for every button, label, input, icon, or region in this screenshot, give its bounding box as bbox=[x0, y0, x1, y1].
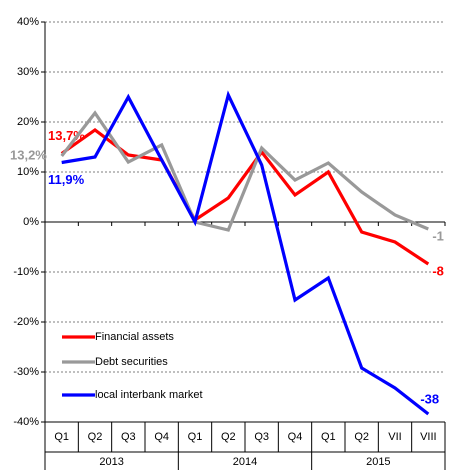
data-label: -8 bbox=[432, 263, 444, 278]
x-tick-label: Q3 bbox=[121, 431, 136, 443]
x-group-label: 2014 bbox=[233, 456, 257, 468]
series-line bbox=[61, 90, 430, 416]
y-tick-label: -20% bbox=[13, 316, 39, 328]
x-tick-label: Q4 bbox=[154, 431, 169, 443]
y-tick-label: 0% bbox=[23, 216, 39, 228]
y-tick-label: 40% bbox=[17, 16, 39, 28]
x-group-label: 2015 bbox=[366, 456, 390, 468]
y-tick-label: -30% bbox=[13, 366, 39, 378]
y-tick-label: 20% bbox=[17, 116, 39, 128]
data-label: -38 bbox=[420, 391, 439, 406]
legend-label: local interbank market bbox=[95, 389, 203, 401]
data-label: -1 bbox=[432, 228, 444, 243]
data-label: 13,2% bbox=[10, 147, 47, 162]
data-label: 11,9% bbox=[48, 172, 85, 187]
y-tick-label: -10% bbox=[13, 266, 39, 278]
x-tick-label: Q2 bbox=[88, 431, 103, 443]
y-tick-label: -40% bbox=[13, 416, 39, 428]
x-tick-label: VIII bbox=[420, 431, 437, 443]
series-line bbox=[60, 128, 430, 266]
legend-label: Debt securities bbox=[95, 356, 168, 368]
x-tick-label: Q3 bbox=[254, 431, 269, 443]
x-group-label: 2013 bbox=[99, 456, 123, 468]
x-tick-label: Q4 bbox=[288, 431, 303, 443]
x-tick-label: Q2 bbox=[354, 431, 369, 443]
x-tick-label: Q1 bbox=[188, 431, 203, 443]
y-tick-label: 30% bbox=[17, 66, 39, 78]
x-tick-label: Q1 bbox=[321, 431, 336, 443]
x-tick-label: VII bbox=[388, 431, 401, 443]
series-line bbox=[60, 110, 429, 232]
x-tick-label: Q1 bbox=[54, 431, 69, 443]
x-tick-label: Q2 bbox=[221, 431, 236, 443]
y-tick-label: 10% bbox=[17, 166, 39, 178]
legend-label: Financial assets bbox=[95, 331, 174, 343]
